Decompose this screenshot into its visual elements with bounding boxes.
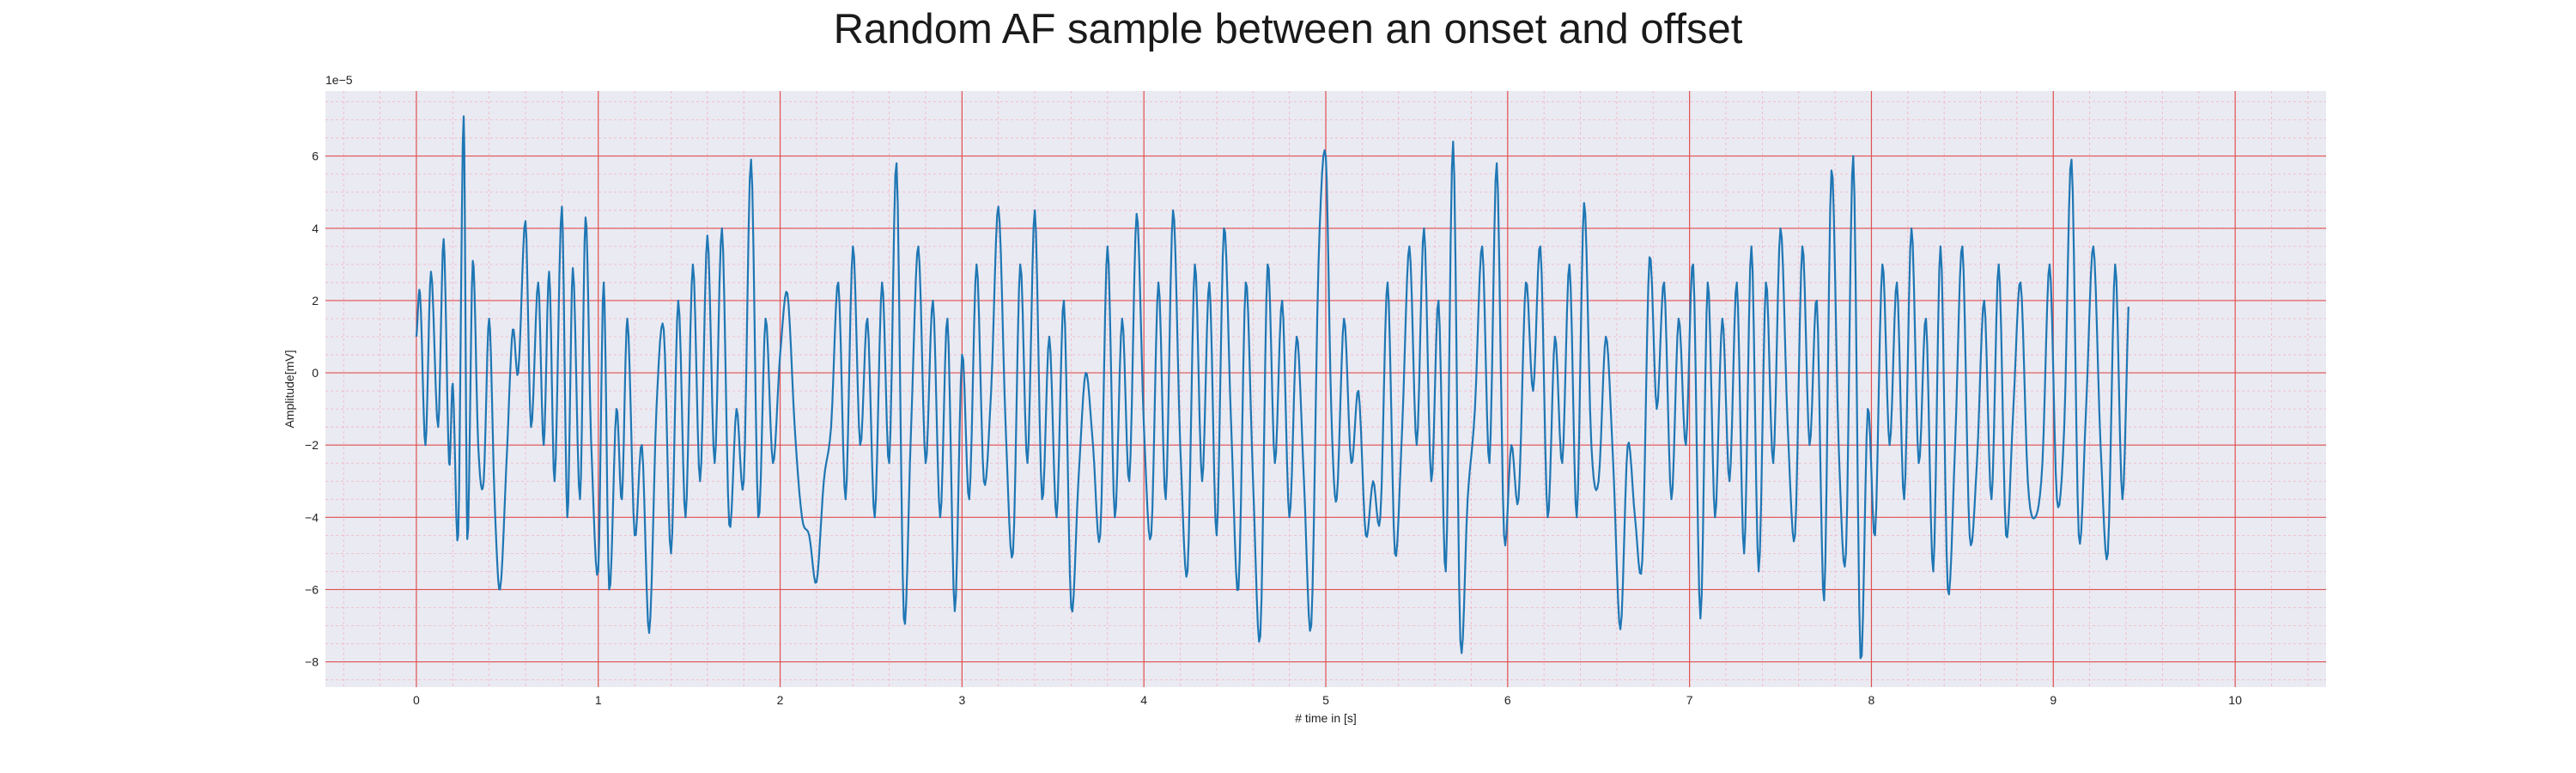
- y-tick-label: 6: [312, 149, 319, 163]
- x-tick-labels: 0 1 2 3 4 5 6 7 8 9 10: [413, 693, 2242, 707]
- y-tick-label: 4: [312, 222, 319, 235]
- x-tick-label: 2: [777, 693, 784, 707]
- x-axis-label: # time in [s]: [1295, 711, 1357, 725]
- y-tick-label: 0: [312, 366, 319, 380]
- x-tick-label: 5: [1322, 693, 1329, 707]
- x-tick-label: 8: [1868, 693, 1875, 707]
- y-tick-label: −4: [305, 510, 319, 524]
- y-tick-label: −6: [305, 582, 319, 596]
- series-line: [415, 115, 2129, 660]
- y-tick-labels: −8 −6 −4 −2 0 2 4 6: [305, 149, 319, 669]
- x-tick-label: 0: [413, 693, 420, 707]
- x-tick-label: 4: [1140, 693, 1147, 707]
- x-tick-label: 3: [958, 693, 965, 707]
- x-tick-label: 1: [595, 693, 602, 707]
- x-tick-label: 9: [2050, 693, 2057, 707]
- y-axis-label: Amplitude[mV]: [283, 350, 296, 428]
- series-layer: [415, 115, 2129, 660]
- y-tick-label: −2: [305, 438, 319, 452]
- x-tick-label: 10: [2228, 693, 2242, 707]
- y-tick-label: 2: [312, 294, 319, 307]
- x-tick-label: 6: [1504, 693, 1511, 707]
- y-offset-text: 1e−5: [325, 73, 353, 87]
- chart-title: Random AF sample between an onset and of…: [833, 6, 1743, 52]
- x-tick-label: 7: [1686, 693, 1693, 707]
- y-tick-label: −8: [305, 655, 319, 669]
